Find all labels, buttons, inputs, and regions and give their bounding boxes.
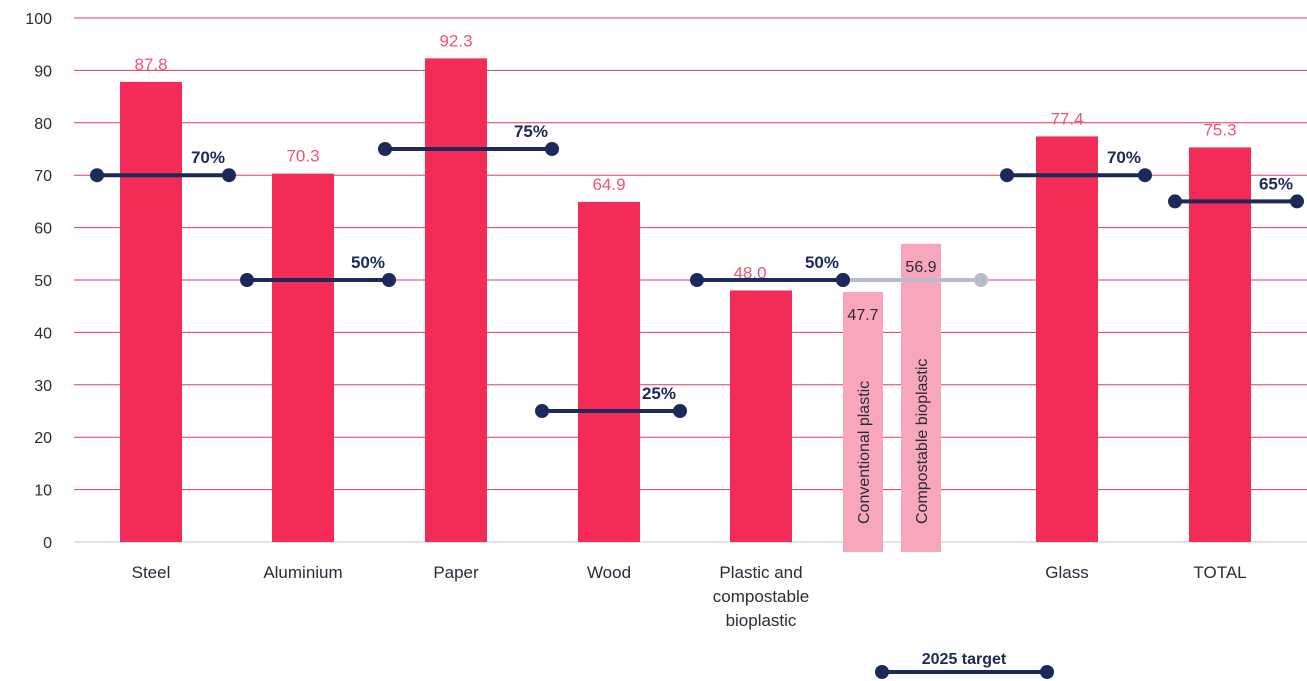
sub-bars: 47.7 Conventional plastic 56.9 Compostable …: [843, 243, 941, 552]
y-tick-label: 0: [43, 535, 52, 552]
bar: [578, 201, 640, 542]
sub-bar: [843, 292, 883, 552]
sub-bar-label: Conventional plastic: [856, 381, 873, 524]
category-label: Wood: [587, 563, 631, 582]
legend-label: 2025 target: [922, 651, 1007, 668]
target-markers: 70% 50% 75% 25% 50% 70% 65%: [90, 122, 1304, 418]
y-tick-label: 10: [34, 483, 52, 500]
y-tick-label: 100: [25, 11, 52, 28]
target-dot: [1290, 194, 1304, 209]
legend-dot-left: [875, 665, 889, 679]
target-label: 25%: [642, 384, 676, 403]
target-dot: [1168, 194, 1182, 209]
bar: [730, 290, 792, 542]
category-label: Paper: [433, 563, 479, 582]
bar-value-label: 64.9: [592, 175, 625, 194]
target-label: 75%: [514, 122, 548, 141]
category-label: Plastic and: [719, 563, 802, 582]
y-tick-label: 70: [34, 168, 52, 185]
category-label: bioplastic: [726, 611, 797, 630]
target-dot: [1000, 168, 1014, 183]
category-labels: Steel Aluminium Paper Wood Plastic and compos…: [132, 563, 1247, 630]
y-axis: 0 10 20 30 40 50 60 70 80 90 100: [25, 11, 52, 552]
y-tick-label: 50: [34, 273, 52, 290]
legend-dot-right: [1040, 665, 1054, 679]
y-tick-label: 90: [34, 63, 52, 80]
bar-value-label: 70.3: [286, 147, 319, 166]
target-label: 50%: [805, 253, 839, 272]
category-label: compostable: [713, 587, 809, 606]
target-dot: [382, 273, 396, 287]
sub-bar-value-label: 56.9: [905, 259, 936, 276]
bars: 87.8 70.3 92.3 64.9 48.0 77.4 75.3: [120, 31, 1251, 543]
target-label: 65%: [1259, 174, 1293, 193]
sub-bar-value-label: 47.7: [847, 307, 878, 324]
target-dot: [836, 273, 850, 287]
legend: 2025 target: [875, 651, 1054, 679]
target-dot: [378, 142, 392, 156]
bar-value-label: 92.3: [439, 31, 472, 50]
bar-value-label: 75.3: [1203, 120, 1236, 139]
target-dot: [1138, 168, 1152, 183]
target-label: 70%: [1107, 148, 1141, 167]
bar: [1189, 147, 1251, 543]
sub-bar-label: Compostable bioplastic: [914, 359, 931, 524]
sub-target-dot: [974, 273, 988, 287]
sub-bar: [901, 243, 941, 552]
y-tick-label: 40: [34, 325, 52, 342]
y-tick-label: 20: [34, 430, 52, 447]
bar-value-label: 77.4: [1050, 109, 1083, 128]
bar: [1036, 136, 1098, 542]
y-tick-label: 30: [34, 378, 52, 395]
target-dot: [535, 404, 549, 418]
category-label: TOTAL: [1193, 563, 1246, 582]
bar-value-label: 87.8: [134, 55, 167, 74]
bar: [272, 173, 334, 543]
target-dot: [90, 168, 104, 183]
bar: [120, 81, 182, 542]
bar-value-label: 48.0: [733, 263, 766, 282]
bar: [425, 58, 487, 543]
target-label: 70%: [191, 148, 225, 167]
y-tick-label: 80: [34, 116, 52, 133]
y-tick-label: 60: [34, 221, 52, 238]
target-dot: [222, 168, 236, 183]
target-label: 50%: [351, 253, 385, 272]
target-dot: [673, 404, 687, 418]
category-label: Glass: [1045, 563, 1088, 582]
category-label: Steel: [132, 563, 171, 582]
target-dot: [545, 142, 559, 156]
category-label: Aluminium: [263, 563, 342, 582]
target-dot: [240, 273, 254, 287]
target-dot: [690, 273, 704, 287]
